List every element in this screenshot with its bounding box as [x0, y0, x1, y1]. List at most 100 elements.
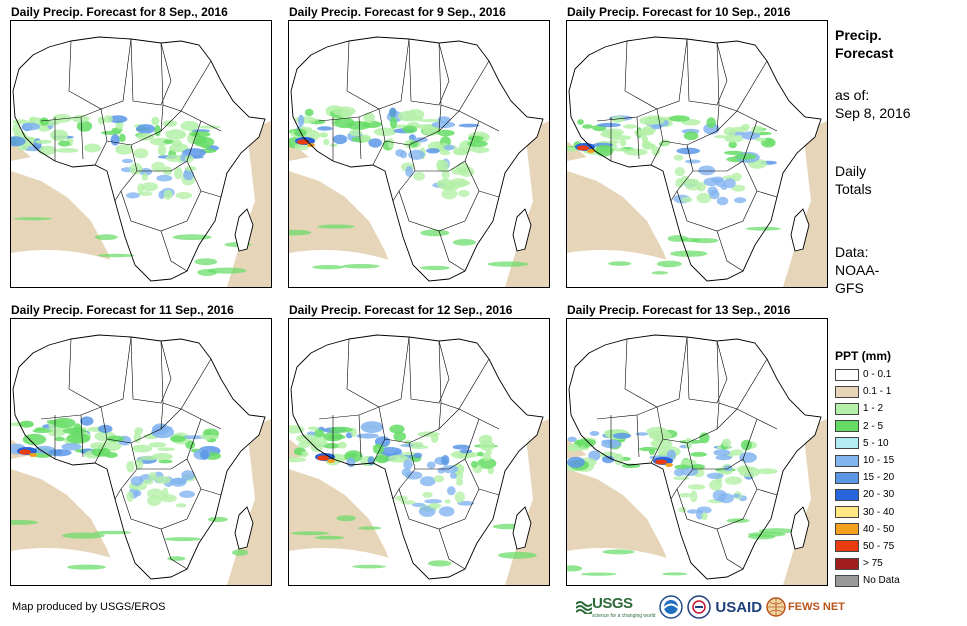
noaa-seal-icon — [659, 595, 684, 619]
precip-cell — [174, 167, 183, 180]
precip-cell — [582, 124, 593, 129]
globe-icon — [766, 597, 786, 617]
light-precip-area — [505, 419, 549, 585]
light-precip-area — [505, 121, 549, 287]
country-border — [408, 38, 450, 106]
country-border — [358, 116, 362, 160]
precip-cell — [608, 261, 632, 266]
precip-cell — [389, 107, 397, 118]
precip-cell — [67, 564, 106, 570]
map-panel-3: Daily Precip. Forecast for 10 Sep., 2016 — [566, 4, 838, 288]
precip-cell — [317, 224, 355, 229]
precip-cell — [454, 491, 465, 503]
ocean-area — [567, 548, 687, 585]
precip-cell — [471, 146, 490, 154]
precip-cell — [441, 188, 458, 200]
precip-cell — [199, 435, 219, 439]
precip-cell — [732, 493, 741, 498]
precip-cell — [34, 139, 53, 144]
madagascar-outline — [234, 506, 254, 550]
precip-cell — [157, 447, 176, 451]
map-panel-6: Daily Precip. Forecast for 13 Sep., 2016 — [566, 302, 838, 586]
light-precip-area — [783, 121, 827, 287]
precip-cell — [83, 143, 101, 153]
precip-cell — [149, 442, 167, 448]
country-border — [716, 230, 744, 272]
precip-cell — [477, 451, 484, 457]
precip-cell — [107, 435, 124, 443]
noaa-logo — [659, 595, 684, 619]
precip-cell — [294, 116, 317, 124]
legend-label: 2 - 5 — [863, 420, 884, 432]
country-border — [670, 488, 678, 500]
precip-cell — [393, 431, 407, 442]
precip-cell — [143, 479, 154, 485]
precip-cell — [352, 564, 386, 569]
precip-cell — [136, 133, 155, 141]
precip-cell — [456, 451, 480, 458]
country-border — [94, 438, 108, 464]
precip-cell — [197, 269, 218, 276]
precip-cell — [453, 147, 470, 156]
legend-swatch — [835, 368, 859, 381]
precip-cell — [12, 119, 29, 125]
precip-cell — [200, 449, 210, 460]
country-border — [716, 408, 778, 430]
precip-cell — [669, 115, 690, 122]
side-heading-line1: Precip. — [835, 27, 882, 43]
precip-cell — [126, 192, 140, 199]
country-border — [408, 120, 480, 172]
legend-item: 0.1 - 1 — [835, 383, 900, 400]
country-border — [756, 190, 778, 198]
map-panel-1: Daily Precip. Forecast for 8 Sep., 2016 — [10, 4, 282, 288]
country-border — [636, 116, 640, 160]
precip-cell — [580, 572, 617, 576]
data-source-line1: NOAA- — [835, 262, 880, 278]
legend-label: > 75 — [863, 558, 883, 570]
precip-cell — [402, 125, 418, 134]
madagascar-outline — [512, 208, 532, 252]
precip-cell — [180, 120, 199, 131]
precip-cell — [293, 128, 307, 137]
africa-land — [569, 335, 821, 579]
country-border — [130, 38, 172, 106]
country-border — [636, 414, 640, 458]
precip-cell — [706, 472, 724, 479]
precip-cell — [409, 140, 419, 148]
country-border — [160, 230, 188, 272]
precip-cell — [136, 124, 156, 134]
precip-cell — [405, 166, 414, 177]
precip-cell — [58, 140, 71, 147]
precip-cell — [360, 421, 384, 433]
precip-cell — [162, 120, 178, 127]
precip-cell — [716, 196, 729, 206]
precip-cell — [420, 229, 450, 237]
precip-cell — [314, 535, 345, 540]
precip-cell — [66, 433, 91, 444]
madagascar-outline — [512, 506, 532, 550]
precip-cell — [638, 447, 659, 452]
precip-cell — [389, 424, 405, 434]
precip-cell — [55, 449, 62, 456]
legend-item: 5 - 10 — [835, 435, 900, 452]
heavy-precip-cell — [655, 459, 667, 465]
map-panel-5: Daily Precip. Forecast for 12 Sep., 2016 — [288, 302, 560, 586]
precip-cell — [400, 500, 416, 505]
precip-cell — [731, 172, 742, 182]
precip-cell — [134, 427, 144, 435]
precip-cell — [487, 261, 529, 267]
precip-cell — [19, 420, 34, 428]
precip-cell — [151, 116, 160, 126]
precip-cell — [358, 526, 382, 530]
precip-cell — [332, 134, 348, 145]
precip-cell — [436, 129, 455, 137]
logo-strip: USGS science for a changing world USAID … — [576, 594, 845, 620]
precip-cell — [408, 149, 425, 160]
precip-cell — [367, 456, 375, 466]
precip-cell — [437, 467, 445, 474]
precip-cell — [158, 459, 173, 464]
precip-cell — [154, 124, 161, 137]
precip-cell — [739, 452, 757, 463]
country-border — [200, 190, 222, 198]
legend-label: 40 - 50 — [863, 523, 895, 535]
